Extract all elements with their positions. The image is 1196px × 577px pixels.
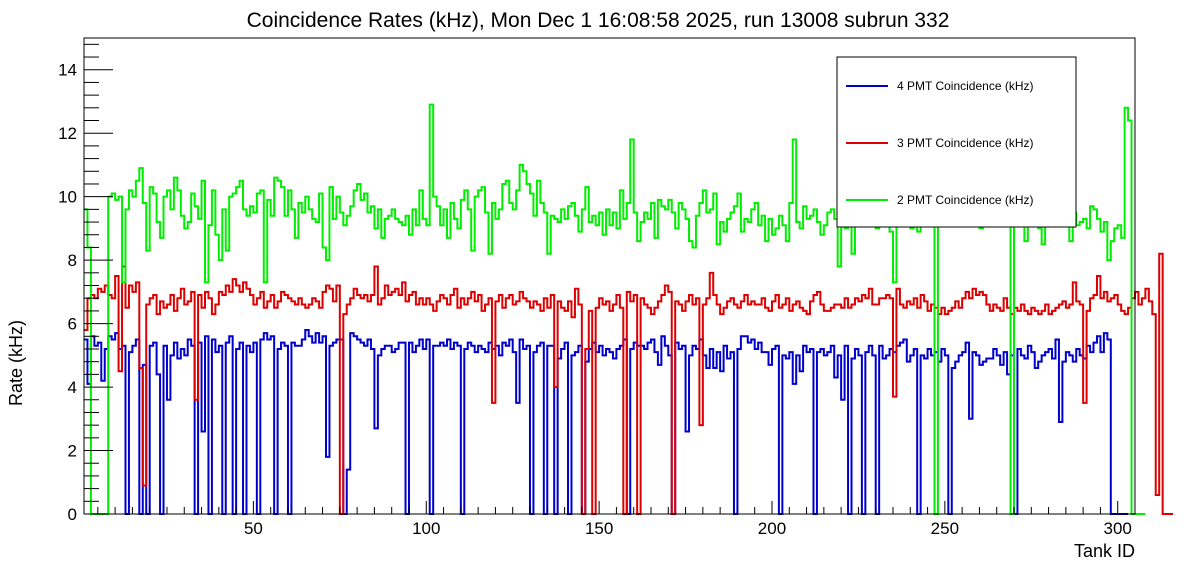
chart-title: Coincidence Rates (kHz), Mon Dec 1 16:08… [247,9,950,32]
y-tick-label: 14 [58,61,77,80]
y-tick-label: 0 [68,505,77,524]
x-tick-label: 200 [758,519,786,538]
x-tick-label: 50 [244,519,263,538]
legend-entry-label: 4 PMT Coincidence (kHz) [897,79,1034,93]
x-tick-label: 250 [931,519,959,538]
x-tick-label: 300 [1104,519,1132,538]
y-tick-label: 10 [58,188,77,207]
legend-entry-label: 3 PMT Coincidence (kHz) [897,136,1034,150]
legend-entry-label: 2 PMT Coincidence (kHz) [897,193,1034,207]
series-line-2 [84,252,1174,515]
x-axis: 50 100 150 200 250 300 [97,501,1136,538]
legend: 4 PMT Coincidence (kHz) 3 PMT Coincidence… [836,56,1077,228]
plot-frame [83,37,1136,515]
y-tick-label: 12 [58,124,77,143]
y-tick-label: 8 [68,251,77,270]
y-axis-label: Rate (kHz) [6,320,26,406]
x-tick-label: 150 [585,519,613,538]
x-tick-label: 100 [412,519,440,538]
y-tick-label: 6 [68,315,77,334]
x-axis-label: Tank ID [1074,541,1135,561]
series-line-1 [84,328,1129,515]
y-axis: 0 2 4 6 8 10 12 14 [58,43,113,524]
y-tick-label: 4 [68,378,77,397]
y-tick-label: 2 [68,442,77,461]
